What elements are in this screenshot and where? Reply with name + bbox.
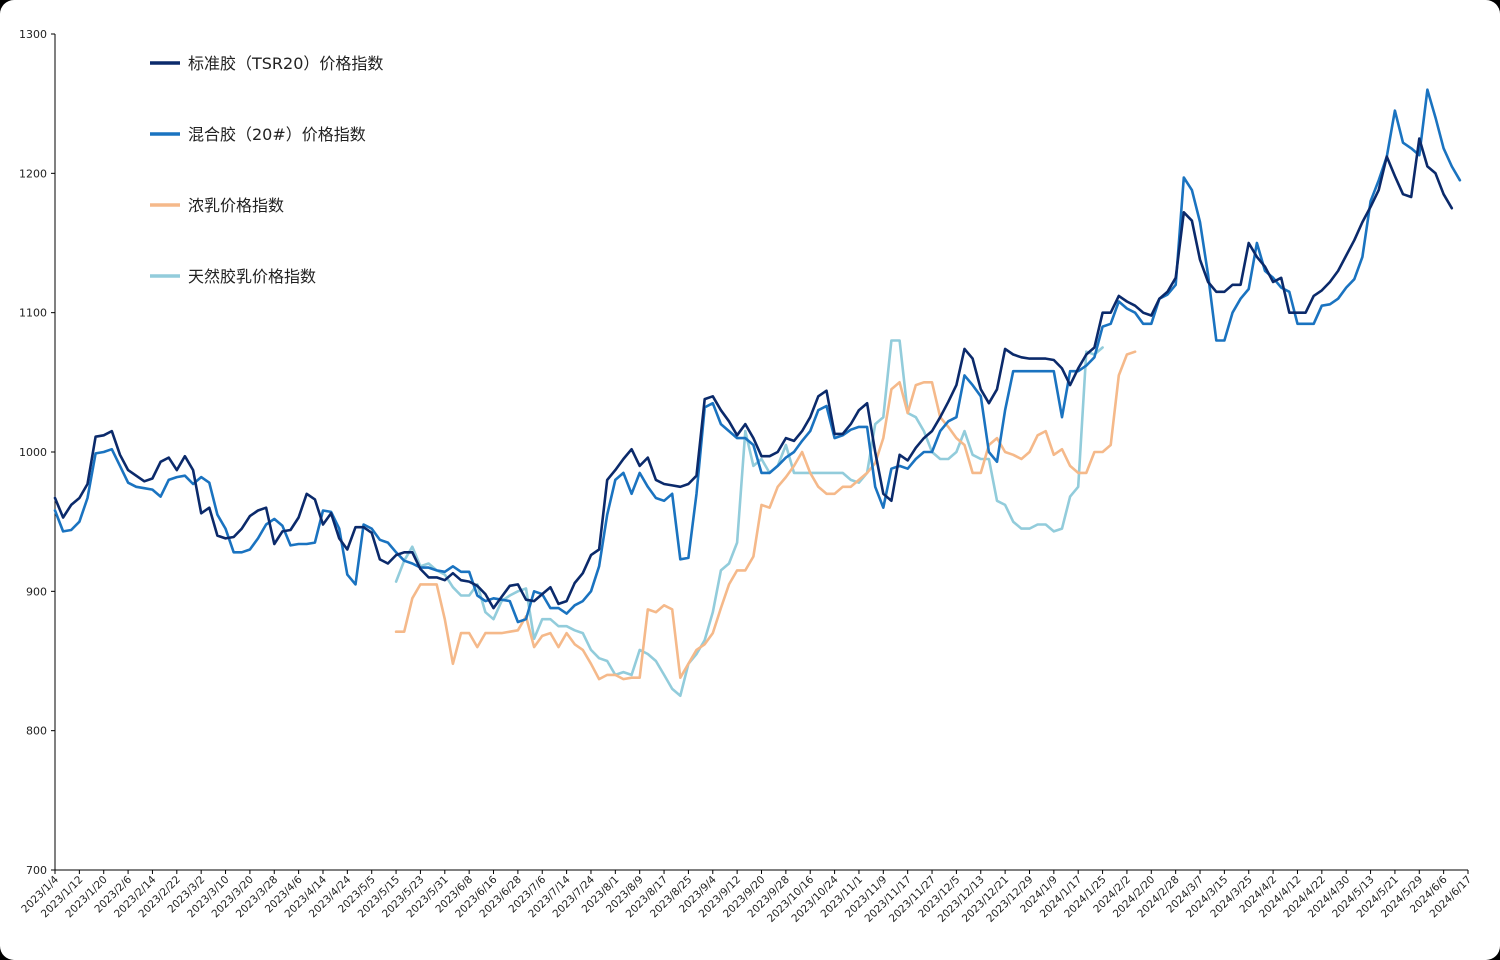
y-axis-ticks: 700 800 900 1000 1100 1200 1300 [19,28,55,877]
legend-label: 混合胶（20#）价格指数 [188,125,366,144]
legend-item: 标准胶（TSR20）价格指数 [150,54,383,73]
legend-label: 浓乳价格指数 [188,196,284,215]
series-line-2 [53,88,1462,624]
legend-item: 混合胶（20#）价格指数 [150,125,366,144]
y-tick-label: 1200 [19,167,47,180]
y-tick-label: 1000 [19,446,47,459]
y-tick-label: 1300 [19,28,47,41]
series-lines [53,88,1462,698]
y-tick-label: 1100 [19,307,47,320]
legend-item: 浓乳价格指数 [150,196,284,215]
y-tick-label: 700 [26,864,47,877]
series-line-4 [394,339,1104,698]
series-line-1 [53,137,1454,610]
legend-label: 天然胶乳价格指数 [188,267,316,286]
x-axis-ticks: 2023/1/42023/1/122023/1/202023/2/62023/2… [19,870,1474,925]
legend-item: 天然胶乳价格指数 [150,267,316,286]
legend-label: 标准胶（TSR20）价格指数 [188,54,383,73]
axes [54,34,1468,871]
series-line-3 [394,350,1137,681]
y-tick-label: 800 [26,725,47,738]
y-tick-label: 900 [26,585,47,598]
